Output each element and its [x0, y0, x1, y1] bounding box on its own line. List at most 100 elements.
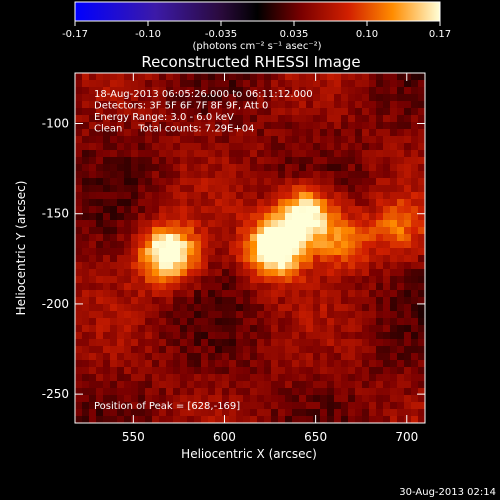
- heatmap-cell: [292, 150, 300, 158]
- heatmap-cell: [96, 227, 104, 235]
- heatmap-cell: [166, 367, 174, 375]
- heatmap-cell: [124, 101, 132, 109]
- heatmap-cell: [131, 374, 139, 382]
- heatmap-cell: [117, 220, 125, 228]
- heatmap-cell: [327, 353, 335, 361]
- heatmap-cell: [362, 339, 370, 347]
- heatmap-cell: [348, 255, 356, 263]
- heatmap-cell: [110, 283, 118, 291]
- heatmap-cell: [124, 241, 132, 249]
- heatmap-cell: [320, 80, 328, 88]
- heatmap-cell: [320, 297, 328, 305]
- heatmap-cell: [306, 409, 314, 417]
- heatmap-cell: [257, 346, 265, 354]
- heatmap-cell: [215, 402, 223, 410]
- heatmap-cell: [306, 276, 314, 284]
- heatmap-cell: [243, 416, 251, 424]
- heatmap-cell: [411, 339, 419, 347]
- heatmap-cell: [103, 381, 111, 389]
- heatmap-cell: [243, 290, 251, 298]
- heatmap-cell: [215, 178, 223, 186]
- heatmap-cell: [103, 213, 111, 221]
- heatmap-cell: [166, 227, 174, 235]
- heatmap-cell: [264, 73, 272, 81]
- heatmap-cell: [117, 80, 125, 88]
- heatmap-cell: [215, 94, 223, 102]
- heatmap-cell: [376, 80, 384, 88]
- heatmap-cell: [103, 367, 111, 375]
- heatmap-cell: [208, 346, 216, 354]
- heatmap-cell: [117, 73, 125, 81]
- heatmap-cell: [243, 171, 251, 179]
- heatmap-cell: [201, 388, 209, 396]
- heatmap-cell: [75, 318, 83, 326]
- heatmap-cell: [278, 262, 286, 270]
- heatmap-cell: [327, 409, 335, 417]
- heatmap-cell: [257, 115, 265, 123]
- heatmap-cell: [292, 234, 300, 242]
- heatmap-cell: [390, 311, 398, 319]
- heatmap-cell: [264, 178, 272, 186]
- heatmap-cell: [110, 409, 118, 417]
- heatmap-cell: [320, 73, 328, 81]
- heatmap-cell: [222, 374, 230, 382]
- heatmap-cell: [348, 129, 356, 137]
- heatmap-cell: [229, 234, 237, 242]
- heatmap-cell: [159, 248, 167, 256]
- heatmap-cell: [166, 192, 174, 200]
- heatmap-cell: [355, 101, 363, 109]
- heatmap-cell: [257, 199, 265, 207]
- heatmap-cell: [313, 213, 321, 221]
- heatmap-cell: [243, 346, 251, 354]
- heatmap-cell: [89, 248, 97, 256]
- heatmap-cell: [103, 220, 111, 228]
- heatmap-cell: [131, 416, 139, 424]
- heatmap-cell: [376, 290, 384, 298]
- heatmap-cell: [257, 248, 265, 256]
- heatmap-cell: [362, 311, 370, 319]
- heatmap-cell: [208, 101, 216, 109]
- heatmap-cell: [278, 255, 286, 263]
- heatmap-cell: [306, 129, 314, 137]
- heatmap-cell: [292, 262, 300, 270]
- heatmap-cell: [390, 122, 398, 130]
- heatmap-cell: [390, 185, 398, 193]
- heatmap-cell: [362, 255, 370, 263]
- heatmap-cell: [341, 409, 349, 417]
- heatmap-cell: [124, 80, 132, 88]
- heatmap-cell: [390, 87, 398, 95]
- heatmap-cell: [82, 129, 90, 137]
- heatmap-cell: [180, 290, 188, 298]
- heatmap-cell: [411, 80, 419, 88]
- heatmap-cell: [355, 150, 363, 158]
- heatmap-cell: [145, 346, 153, 354]
- heatmap-cell: [138, 115, 146, 123]
- heatmap-cell: [348, 143, 356, 151]
- heatmap-cell: [236, 185, 244, 193]
- heatmap-cell: [418, 304, 426, 312]
- heatmap-cell: [257, 129, 265, 137]
- heatmap-cell: [397, 374, 405, 382]
- heatmap-cell: [271, 416, 279, 424]
- heatmap-cell: [236, 136, 244, 144]
- heatmap-cell: [292, 381, 300, 389]
- heatmap-cell: [82, 255, 90, 263]
- info-line: 18-Aug-2013 06:05:26.000 to 06:11:12.000: [94, 89, 313, 100]
- colorbar-tick-label: 0.17: [429, 29, 451, 40]
- heatmap-cell: [229, 108, 237, 116]
- heatmap-cell: [257, 136, 265, 144]
- heatmap-cell: [334, 325, 342, 333]
- heatmap-cell: [138, 220, 146, 228]
- heatmap-cell: [201, 402, 209, 410]
- heatmap-cell: [215, 241, 223, 249]
- heatmap-cell: [264, 332, 272, 340]
- heatmap-cell: [208, 150, 216, 158]
- heatmap-cell: [306, 220, 314, 228]
- heatmap-cell: [348, 192, 356, 200]
- heatmap-cell: [180, 220, 188, 228]
- heatmap-cell: [383, 262, 391, 270]
- heatmap-cell: [96, 269, 104, 277]
- heatmap-cell: [250, 227, 258, 235]
- heatmap-cell: [397, 346, 405, 354]
- heatmap-cell: [306, 402, 314, 410]
